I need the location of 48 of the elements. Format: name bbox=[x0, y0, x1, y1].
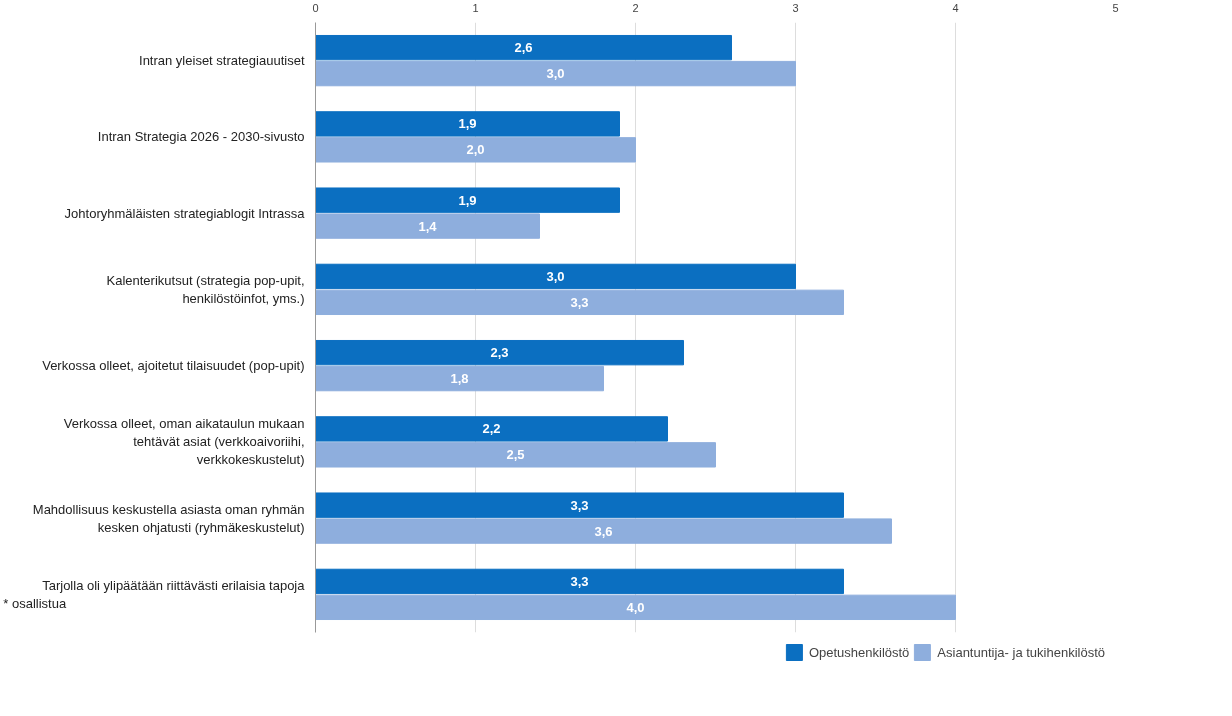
data-label: 2,6 bbox=[514, 40, 533, 56]
data-label: 1,4 bbox=[418, 218, 438, 234]
data-label: 3,6 bbox=[594, 523, 613, 539]
x-tick-label: 4 bbox=[952, 1, 959, 14]
bar bbox=[315, 187, 620, 213]
data-label: 2,3 bbox=[490, 345, 509, 361]
x-tick-label: 3 bbox=[792, 1, 799, 14]
y-tick-label: Intran yleiset strategiauutiset bbox=[139, 53, 305, 69]
bar bbox=[315, 518, 892, 544]
data-label: 2,2 bbox=[482, 421, 501, 437]
bar bbox=[315, 442, 716, 468]
bar bbox=[315, 34, 732, 61]
data-label: 2,5 bbox=[506, 447, 525, 463]
x-tick-label: 2 bbox=[632, 1, 639, 14]
data-label: 4,0 bbox=[626, 599, 645, 615]
x-tick-label: 1 bbox=[472, 1, 479, 14]
y-tick-label: Tarjolla oli ylipäätään riittävästi erilaisia tapoja * osallistua bbox=[3, 577, 306, 611]
bar bbox=[315, 568, 844, 595]
bar bbox=[315, 213, 540, 239]
bar bbox=[315, 492, 844, 518]
bar bbox=[315, 60, 796, 87]
y-tick-label: Verkossa olleet, oman aikataulun mukaan tehtävät asiat (verkkoaivoriihi, verkkokeskustelut) bbox=[63, 416, 305, 468]
y-tick-label: Kalenterikutsut (strategia pop-upit, henkilöstöinfot, yms.) bbox=[106, 272, 305, 306]
y-tick-label: Johtoryhmäläisten strategiablogit Intrassa bbox=[64, 205, 306, 221]
y-tick-label: Intran Strategia 2026 - 2030-sivusto bbox=[97, 129, 305, 145]
data-label: 1,8 bbox=[450, 371, 469, 387]
data-label: 2,0 bbox=[466, 142, 485, 158]
bar bbox=[315, 416, 668, 442]
y-tick-label: Mahdollisuus keskustella asiasta oman ryhmän kesken ohjatusti (ryhmäkeskustelut) bbox=[32, 501, 305, 535]
bar bbox=[315, 289, 844, 316]
data-label: 1,9 bbox=[458, 192, 477, 208]
y-tick-label: Verkossa olleet, ajoitetut tilaisuudet (pop-upit) bbox=[42, 358, 305, 374]
data-label: 3,0 bbox=[546, 268, 565, 284]
data-label: 1,9 bbox=[458, 116, 477, 132]
legend-label: Asiantuntija- ja tukihenkilöstö bbox=[937, 644, 1105, 660]
bar bbox=[315, 263, 796, 290]
bar bbox=[315, 365, 604, 392]
x-tick-label: 0 bbox=[312, 1, 319, 14]
data-label: 3,3 bbox=[570, 294, 589, 310]
x-tick-label: 5 bbox=[1112, 1, 1119, 14]
bar bbox=[315, 339, 684, 366]
legend-label: Opetushenkilöstö bbox=[808, 644, 910, 660]
data-label: 3,0 bbox=[546, 66, 565, 82]
bar bbox=[315, 111, 620, 137]
data-label: 3,3 bbox=[570, 497, 589, 513]
bar bbox=[315, 594, 956, 621]
data-label: 3,3 bbox=[570, 573, 589, 589]
bar bbox=[315, 137, 636, 163]
